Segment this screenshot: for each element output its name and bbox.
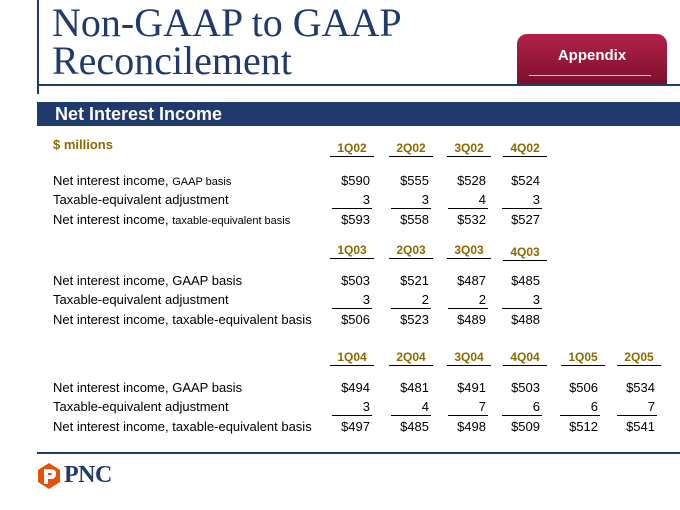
pnc-logo: PNC xyxy=(36,462,126,492)
header-divider xyxy=(37,84,680,86)
table-cell: $527 xyxy=(511,212,540,227)
table-cell: $593 xyxy=(341,212,370,227)
subtotal-underline xyxy=(391,308,431,309)
row-label-main: Net interest income, xyxy=(53,173,173,188)
table-cell: 6 xyxy=(532,399,540,414)
table-cell: $590 xyxy=(341,173,370,188)
table-cell: 4 xyxy=(421,399,429,414)
table-cell: $506 xyxy=(569,380,598,395)
row-label: Net interest income, GAAP basis xyxy=(53,380,243,395)
subtotal-underline xyxy=(560,415,600,416)
row-label: Net interest income, taxable-equivalent … xyxy=(53,419,312,434)
table-cell: $485 xyxy=(400,419,429,434)
table-cell: $558 xyxy=(400,212,429,227)
units-label: $ millions xyxy=(53,137,113,152)
table-cell: 4 xyxy=(478,192,486,207)
table-cell: $489 xyxy=(457,312,486,327)
table-cell: $532 xyxy=(457,212,486,227)
column-header: 4Q03 xyxy=(503,245,547,261)
column-header: 3Q04 xyxy=(447,350,491,366)
subtotal-underline xyxy=(332,415,372,416)
subtotal-underline xyxy=(332,208,372,209)
table-cell: $503 xyxy=(511,380,540,395)
footer-divider xyxy=(37,452,680,454)
row-label-small: GAAP basis xyxy=(172,176,232,188)
column-header: 1Q04 xyxy=(330,350,374,366)
row-label: Net interest income, taxable-equivalent … xyxy=(53,312,312,327)
logo-wordmark: PNC xyxy=(64,462,112,488)
appendix-underline xyxy=(529,75,651,76)
subtotal-underline xyxy=(332,308,372,309)
table-cell: $497 xyxy=(341,419,370,434)
column-header: 1Q05 xyxy=(561,350,605,366)
subtotal-underline xyxy=(448,308,488,309)
table-cell: $503 xyxy=(341,273,370,288)
table-cell: $521 xyxy=(400,273,429,288)
section-title: Net Interest Income xyxy=(55,104,223,124)
table-cell: $524 xyxy=(511,173,540,188)
table-cell: $485 xyxy=(511,273,540,288)
subtotal-underline xyxy=(391,415,431,416)
table-cell: 3 xyxy=(421,192,429,207)
table-cell: $488 xyxy=(511,312,540,327)
table-cell: $541 xyxy=(626,419,655,434)
column-header: 3Q02 xyxy=(447,141,491,157)
row-label: Net interest income, taxable-equivalent … xyxy=(53,212,290,227)
column-header: 1Q03 xyxy=(330,243,374,259)
column-header: 4Q04 xyxy=(503,350,547,366)
column-header: 2Q02 xyxy=(389,141,433,157)
row-label: Taxable-equivalent adjustment xyxy=(53,399,229,414)
column-header: 2Q03 xyxy=(389,243,433,259)
table-cell: $534 xyxy=(626,380,655,395)
table-cell: $491 xyxy=(457,380,486,395)
column-header: 2Q05 xyxy=(617,350,661,366)
table-cell: 3 xyxy=(362,399,370,414)
row-label-main: Net interest income, xyxy=(53,212,173,227)
table-cell: $512 xyxy=(569,419,598,434)
column-header: 3Q03 xyxy=(447,243,491,259)
row-label-small: taxable-equivalent basis xyxy=(172,215,291,227)
table-cell: $487 xyxy=(457,273,486,288)
table-cell: 3 xyxy=(362,192,370,207)
table-cell: 7 xyxy=(478,399,486,414)
subtotal-underline xyxy=(502,308,542,309)
subtotal-underline xyxy=(448,415,488,416)
appendix-tab: Appendix xyxy=(517,34,667,85)
pnc-mark-icon xyxy=(38,463,60,489)
table-cell: $509 xyxy=(511,419,540,434)
column-header: 4Q02 xyxy=(503,141,547,157)
table-cell: 2 xyxy=(421,292,429,307)
row-label: Taxable-equivalent adjustment xyxy=(53,292,229,307)
appendix-label: Appendix xyxy=(557,47,627,64)
table-cell: 7 xyxy=(647,399,655,414)
table-cell: $481 xyxy=(400,380,429,395)
table-cell: 2 xyxy=(478,292,486,307)
section-bar: Net Interest Income xyxy=(37,102,680,126)
left-accent-rule xyxy=(37,0,39,94)
title-line-1: Non-GAAP to GAAP xyxy=(52,0,402,45)
table-cell: $506 xyxy=(341,312,370,327)
table-cell: 3 xyxy=(532,192,540,207)
subtotal-underline xyxy=(391,208,431,209)
column-header: 2Q04 xyxy=(389,350,433,366)
subtotal-underline xyxy=(502,208,542,209)
subtotal-underline xyxy=(448,208,488,209)
table-cell: $498 xyxy=(457,419,486,434)
subtotal-underline xyxy=(617,415,657,416)
table-cell: 3 xyxy=(532,292,540,307)
subtotal-underline xyxy=(502,415,542,416)
row-label: Net interest income, GAAP basis xyxy=(53,173,231,188)
table-cell: $523 xyxy=(400,312,429,327)
row-label: Taxable-equivalent adjustment xyxy=(53,192,229,207)
title-line-2: Reconcilement xyxy=(52,38,292,83)
table-cell: $528 xyxy=(457,173,486,188)
table-cell: $494 xyxy=(341,380,370,395)
row-label: Net interest income, GAAP basis xyxy=(53,273,243,288)
column-header: 1Q02 xyxy=(330,141,374,157)
table-cell: 6 xyxy=(590,399,598,414)
table-cell: $555 xyxy=(400,173,429,188)
page-title: Non-GAAP to GAAP Reconcilement xyxy=(52,3,402,83)
table-cell: 3 xyxy=(362,292,370,307)
